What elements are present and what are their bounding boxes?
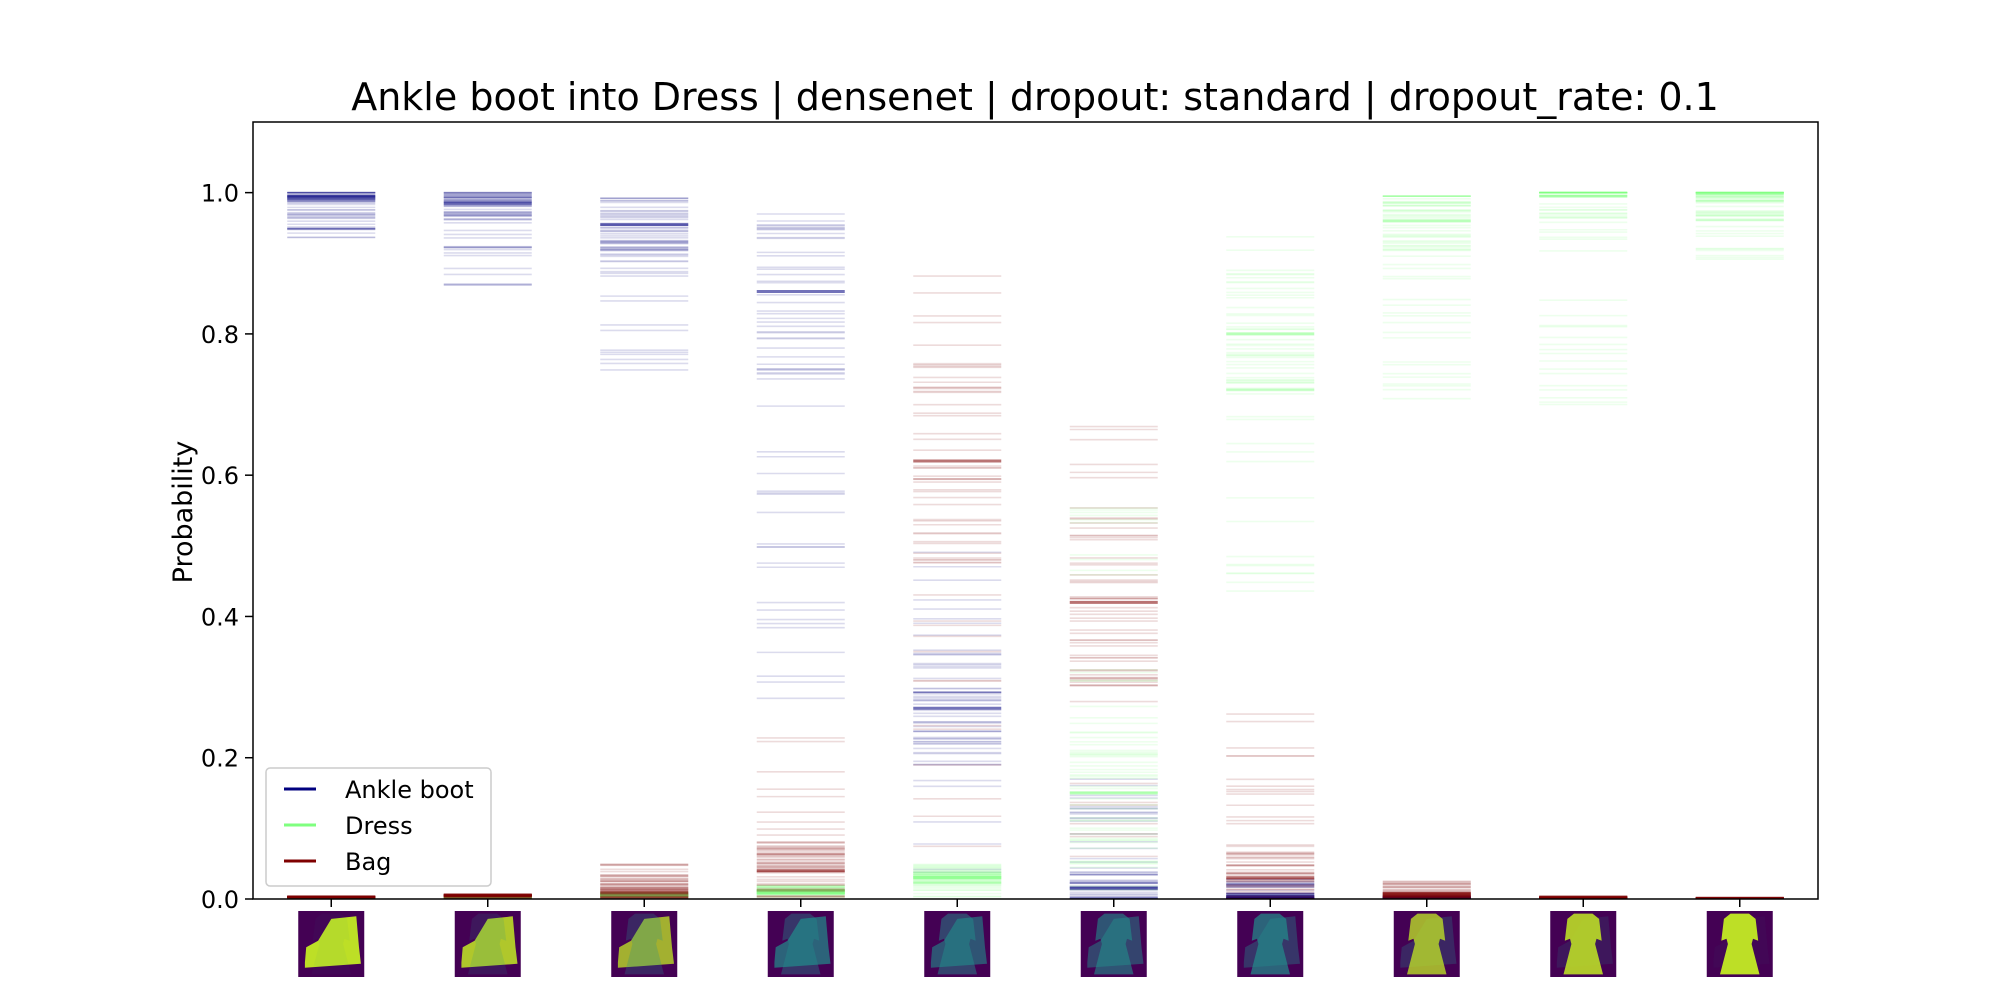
thumbnail-7 [1237,911,1304,977]
thumbnail-4 [767,911,834,977]
thumbnail-2 [454,911,521,977]
sample-lines-step-6 [1069,778,1158,899]
series-dress [287,191,1784,899]
boot-silhouette [461,916,518,968]
dress-silhouette [1094,913,1134,975]
thumbnail-5 [924,911,991,977]
y-axis-label: Probability [168,441,199,584]
dress-silhouette [1720,913,1760,975]
sample-lines-step-6 [1069,507,1158,891]
boot-silhouette [617,916,674,968]
dress-silhouette [1250,913,1290,975]
dress-silhouette [781,913,821,975]
dress-silhouette [311,913,352,975]
plot-marks [287,191,1784,899]
input-thumbnails [298,911,1773,977]
legend-label: Ankle boot [345,776,474,804]
sample-lines-step-9 [1539,191,1628,406]
thumbnail-3 [611,911,678,977]
y-axis: 0.0 0.2 0.4 0.6 0.8 1.0 [201,180,253,914]
legend-entry-ankle-boot: Ankle boot [284,776,474,804]
sample-lines-step-6 [1069,425,1158,858]
plot-frame [252,121,1819,900]
y-tick-label: 0.0 [201,886,239,914]
sample-lines-step-5 [913,863,1002,899]
sample-lines-step-4 [756,737,845,899]
sample-lines-step-4 [756,213,845,700]
y-tick-label: 0.6 [201,462,239,490]
sample-lines-step-4 [756,884,845,898]
sample-lines-step-8 [1382,195,1471,400]
y-tick-label: 1.0 [201,180,239,208]
y-tick-label: 0.8 [201,321,239,349]
sample-lines-step-2 [443,893,532,899]
dress-silhouette [1407,913,1447,975]
y-tick-label: 0.2 [201,745,239,773]
thumbnail-8 [1393,911,1460,977]
legend-label: Dress [345,812,413,840]
sample-lines-step-2 [443,191,532,286]
boot-silhouette [930,916,987,968]
boot-silhouette [304,916,361,968]
dress-silhouette [937,913,977,975]
dress-silhouette [1563,913,1603,975]
sample-lines-step-3 [600,863,689,899]
boot-silhouette [774,916,831,968]
legend-entry-bag: Bag [284,848,391,876]
sample-lines-step-7 [1226,713,1315,899]
thumbnail-6 [1080,911,1147,977]
sample-lines-step-5 [913,551,1002,873]
sample-lines-step-3 [600,197,689,371]
x-axis [330,899,1741,907]
sample-lines-step-8 [1382,880,1471,899]
sample-lines-step-1 [287,895,376,899]
legend-box [265,767,492,887]
thumbnail-9 [1550,911,1617,977]
chart-title: Ankle boot into Dress | densenet | dropo… [351,75,1719,120]
series-ankle-boot [287,191,1784,899]
thumbnail-1 [298,911,365,977]
sample-lines-step-1 [287,191,376,239]
thumbnail-10 [1706,911,1773,977]
sample-lines-step-7 [1226,236,1315,592]
sample-lines-step-5 [913,275,1002,848]
legend-label: Bag [345,848,391,876]
y-tick-label: 0.4 [201,603,239,631]
legend: Ankle boot Dress Bag [265,767,492,887]
sample-lines-step-10 [1695,191,1784,261]
dress-silhouette [624,913,664,975]
legend-entry-dress: Dress [284,812,413,840]
dress-silhouette [467,913,508,975]
